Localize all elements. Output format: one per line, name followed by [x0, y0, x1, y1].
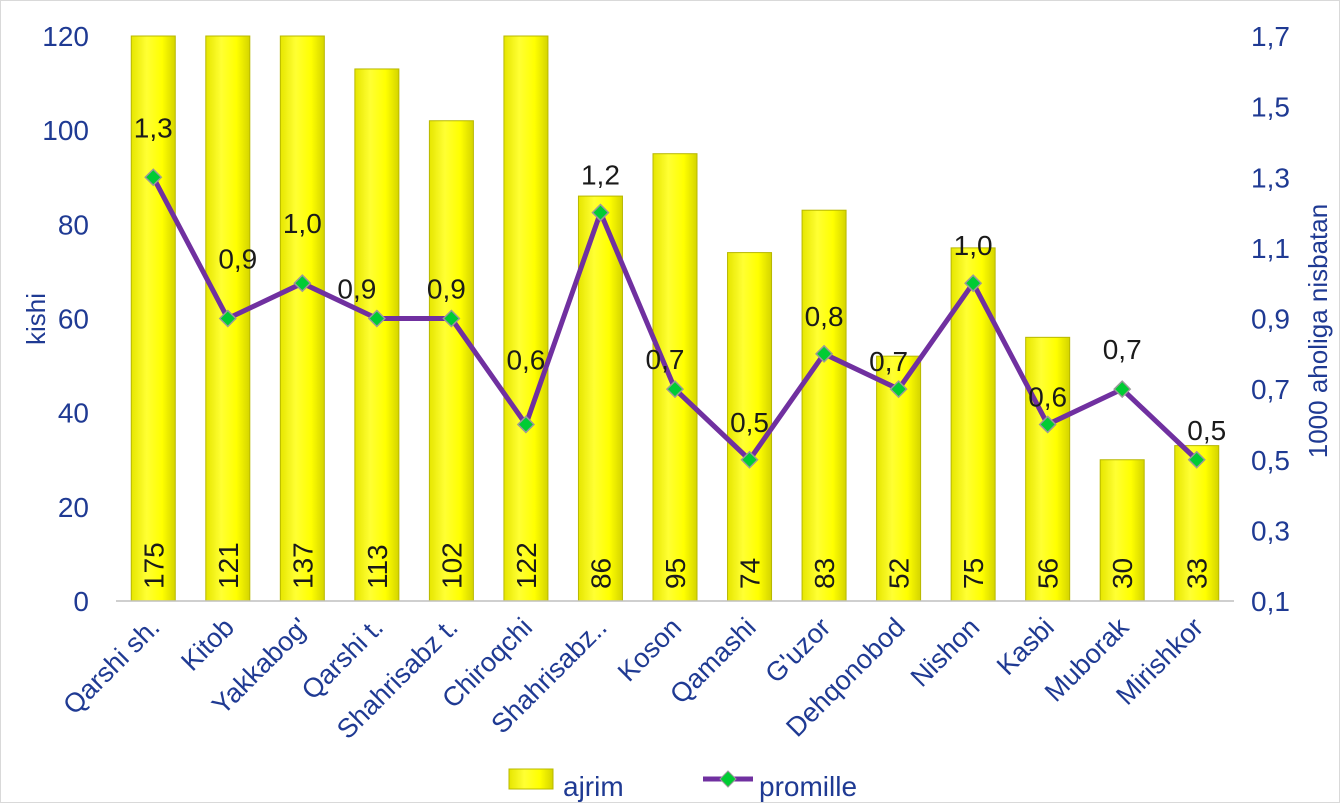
y-tick-label-3: 60 [58, 304, 89, 335]
promille-value-label-8: 0,5 [730, 407, 769, 438]
bar-value-label-3: 113 [362, 544, 393, 589]
bar-value-label-4: 102 [436, 542, 467, 589]
promille-value-label-9: 0,8 [805, 301, 844, 332]
promille-value-label-5: 0,6 [506, 344, 545, 375]
y2-axis-title: 1000 aholiga nisbatan [1303, 204, 1333, 458]
promille-marker-8 [740, 450, 759, 469]
bar-13 [1099, 459, 1145, 602]
category-label-0: Qarshi sh. [57, 612, 165, 720]
promille-value-label-12: 0,6 [1028, 381, 1067, 412]
bar-value-label-13: 30 [1107, 558, 1138, 589]
bar-value-label-1: 121 [213, 542, 244, 589]
promille-value-label-7: 0,7 [646, 344, 685, 375]
promille-marker-2 [293, 274, 312, 293]
y2-tick-label-1: 0,3 [1251, 515, 1290, 546]
bar-7 [652, 153, 698, 602]
promille-marker-6 [591, 203, 610, 222]
promille-value-label-2: 1,0 [283, 208, 322, 239]
bar-9 [801, 209, 847, 602]
promille-marker-12 [1038, 415, 1057, 434]
legend-marker-promille [719, 770, 737, 788]
promille-value-label-14: 0,5 [1187, 415, 1226, 446]
y2-tick-label-2: 0,5 [1251, 445, 1290, 476]
category-label-12: Kasbi [991, 612, 1060, 681]
bar-value-label-7: 95 [660, 558, 691, 589]
y-tick-label-6: 120 [42, 21, 89, 52]
y2-tick-label-7: 1,5 [1251, 92, 1290, 123]
promille-marker-1 [218, 309, 237, 328]
bar-value-label-11: 75 [958, 558, 989, 589]
y-tick-label-4: 80 [58, 209, 89, 240]
bar-2 [279, 35, 325, 602]
promille-value-label-10: 0,7 [869, 346, 908, 377]
legend-label-promille: promille [759, 771, 857, 802]
promille-marker-3 [367, 309, 386, 328]
y2-tick-label-3: 0,7 [1251, 374, 1290, 405]
y-tick-label-2: 40 [58, 398, 89, 429]
bar-value-label-14: 33 [1182, 558, 1213, 589]
promille-value-label-13: 0,7 [1103, 334, 1142, 365]
category-label-11: Nishon [905, 612, 986, 693]
promille-marker-10 [889, 380, 908, 399]
promille-marker-7 [665, 380, 685, 399]
legend-label-ajrim: ajrim [563, 771, 624, 802]
legend-swatch-ajrim [508, 768, 554, 790]
category-label-1: Kitob [175, 612, 240, 677]
promille-value-label-11: 1,0 [954, 230, 993, 261]
bar-value-label-8: 74 [735, 558, 766, 589]
bar-6 [577, 195, 623, 602]
bar-3 [354, 68, 400, 602]
bars-layer [130, 35, 1220, 602]
promille-marker-14 [1187, 450, 1206, 469]
y2-tick-label-4: 0,9 [1251, 304, 1290, 335]
bar-4 [428, 120, 474, 602]
data-labels-layer: 175 121 137 113 102 122 86 95 74 83 52 75 56 30 33 1,3 0… [134, 112, 1226, 589]
y-tick-label-5: 100 [42, 115, 89, 146]
y-tick-label-0: 0 [73, 586, 89, 617]
promille-marker-11 [964, 274, 983, 293]
bar-value-label-10: 52 [884, 558, 915, 589]
bar-value-label-0: 175 [138, 542, 169, 589]
y2-tick-label-8: 1,7 [1251, 21, 1290, 52]
bar-value-label-6: 86 [585, 558, 616, 589]
promille-value-label-4: 0,9 [427, 274, 466, 305]
promille-value-label-6: 1,2 [581, 160, 620, 191]
y2-tick-label-6: 1,3 [1251, 162, 1290, 193]
bar-8 [727, 252, 773, 602]
y-axis-title: kishi [21, 293, 51, 345]
bar-value-label-2: 137 [287, 542, 318, 589]
bar-value-label-9: 83 [809, 558, 840, 589]
bar-0 [130, 35, 176, 602]
promille-value-label-1: 0,9 [218, 244, 257, 275]
y-tick-label-1: 20 [58, 492, 89, 523]
promille-marker-5 [516, 415, 535, 434]
promille-value-label-0: 1,3 [134, 112, 173, 143]
legend: ajrim promille [508, 768, 857, 802]
y2-tick-label-5: 1,1 [1251, 233, 1290, 264]
bar-5 [503, 35, 549, 602]
promille-marker-0 [144, 168, 163, 187]
promille-marker-13 [1113, 380, 1132, 399]
line-layer [144, 168, 1206, 469]
bar-value-label-12: 56 [1033, 558, 1064, 589]
y2-tick-label-0: 0,1 [1251, 586, 1290, 617]
bar-value-label-5: 122 [511, 542, 542, 589]
promille-marker-9 [815, 344, 834, 363]
promille-marker-4 [442, 309, 461, 328]
promille-value-label-3: 0,9 [337, 274, 376, 305]
